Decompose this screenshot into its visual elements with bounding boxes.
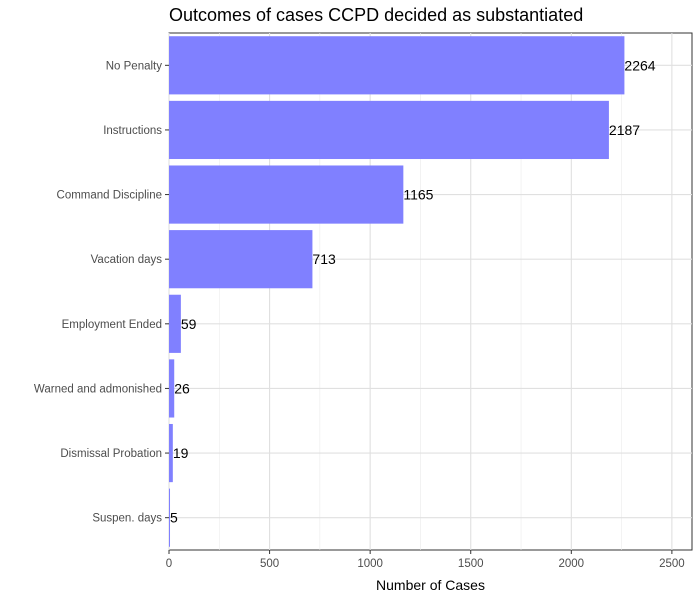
data-label: 59 — [181, 316, 197, 332]
bar — [169, 359, 175, 418]
data-label: 713 — [312, 251, 336, 267]
x-tick-label: 2000 — [559, 558, 585, 570]
x-tick-label: 500 — [260, 558, 279, 570]
data-label: 2264 — [624, 57, 655, 73]
y-tick-label: Vacation days — [91, 254, 163, 266]
y-tick-label: Warned and admonished — [34, 383, 162, 395]
bars — [169, 36, 625, 547]
data-label: 2187 — [609, 122, 640, 138]
bar — [169, 100, 609, 160]
y-tick-label: Command Discipline — [57, 190, 162, 202]
x-tick-label: 1500 — [458, 558, 484, 570]
y-tick-label: Dismissal Probation — [60, 448, 162, 460]
y-tick-label: No Penalty — [106, 60, 163, 72]
y-tick-label: Suspen. days — [92, 513, 162, 525]
x-tick-label: 1000 — [357, 558, 383, 570]
data-labels: 2264 2187 1165 713 59 26 19 5 — [170, 57, 656, 525]
data-label: 1165 — [403, 187, 433, 203]
bar — [169, 165, 404, 224]
x-axis-title: Number of Cases — [376, 577, 485, 593]
chart-title: Outcomes of cases CCPD decided as substa… — [169, 5, 583, 25]
axes: 0 500 1000 1500 2000 2500 No Penalty Instructio… — [34, 60, 685, 570]
data-label: 5 — [170, 510, 178, 526]
y-tick-label: Employment Ended — [62, 319, 162, 331]
x-tick-label: 2500 — [659, 558, 685, 570]
bar — [169, 230, 313, 289]
x-tick-label: 0 — [166, 558, 172, 570]
y-tick-label: Instructions — [103, 125, 162, 137]
bar — [169, 36, 625, 95]
bar — [169, 294, 181, 353]
data-label: 26 — [174, 380, 190, 396]
bar — [169, 488, 171, 547]
bar — [169, 423, 173, 483]
data-label: 19 — [173, 445, 189, 461]
